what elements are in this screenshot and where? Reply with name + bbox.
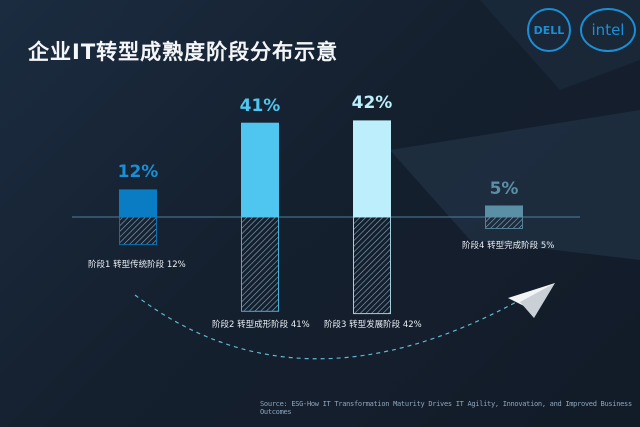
bar-reflection — [485, 216, 523, 229]
source-note: Source: ESG-How IT Transformation Maturi… — [260, 400, 632, 416]
dashed-arc — [134, 294, 521, 360]
bar — [241, 122, 279, 217]
value-label: 12% — [117, 162, 159, 183]
dell-logo: DELL — [527, 8, 571, 52]
bar-reflection — [119, 216, 157, 246]
bar — [485, 205, 523, 217]
value-label: 42% — [351, 93, 393, 114]
intel-logo: intel — [580, 8, 636, 52]
bg-polygon — [390, 110, 640, 260]
value-label: 41% — [239, 95, 281, 116]
bar-reflection — [353, 216, 391, 315]
bar — [119, 189, 157, 217]
category-label: 阶段2 转型成形阶段 41% — [212, 320, 310, 330]
category-label: 阶段4 转型完成阶段 5% — [462, 241, 555, 251]
category-label: 阶段3 转型发展阶段 42% — [324, 320, 422, 330]
paper-plane-icon — [508, 283, 555, 318]
category-label: 阶段1 转型传统阶段 12% — [88, 260, 186, 270]
bar-reflection — [241, 216, 279, 312]
page-title: 企业IT转型成熟度阶段分布示意 — [28, 40, 339, 64]
value-label: 5% — [489, 178, 519, 199]
bar — [353, 120, 391, 217]
